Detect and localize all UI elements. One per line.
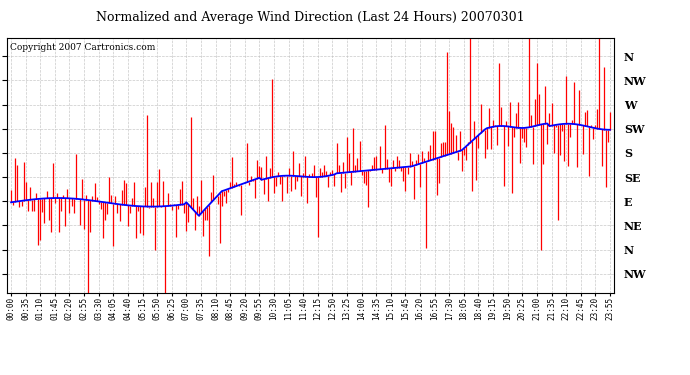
Text: Normalized and Average Wind Direction (Last 24 Hours) 20070301: Normalized and Average Wind Direction (L… <box>96 11 525 24</box>
Text: Copyright 2007 Cartronics.com: Copyright 2007 Cartronics.com <box>10 43 155 52</box>
